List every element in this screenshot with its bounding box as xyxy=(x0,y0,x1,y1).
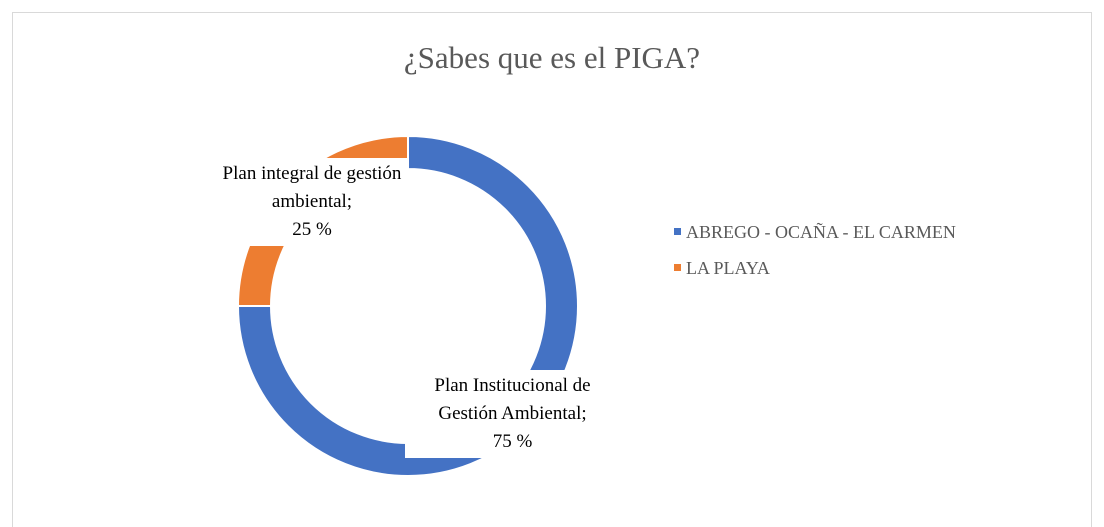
legend: ABREGO - OCAÑA - EL CARMEN LA PLAYA xyxy=(668,218,958,290)
legend-item: ABREGO - OCAÑA - EL CARMEN xyxy=(668,218,958,246)
donut-slice xyxy=(236,134,579,477)
chart-frame xyxy=(12,12,1092,527)
legend-swatch xyxy=(674,264,681,271)
data-label-name: Plan integral de gestión ambiental; xyxy=(222,163,402,212)
data-label: Plan Institucional de Gestión Ambiental;… xyxy=(405,370,620,458)
data-label-value: 25 % xyxy=(292,219,332,240)
legend-swatch xyxy=(674,228,681,235)
legend-label: ABREGO - OCAÑA - EL CARMEN xyxy=(686,222,956,242)
legend-item: LA PLAYA xyxy=(668,254,958,282)
chart-title: ¿Sabes que es el PIGA? xyxy=(403,40,701,75)
data-label-value: 75 % xyxy=(492,431,533,452)
data-label: Plan integral de gestión ambiental; 25 % xyxy=(216,158,408,246)
data-label-name: Plan Institucional de Gestión Ambiental; xyxy=(434,375,591,424)
legend-label: LA PLAYA xyxy=(686,258,770,278)
